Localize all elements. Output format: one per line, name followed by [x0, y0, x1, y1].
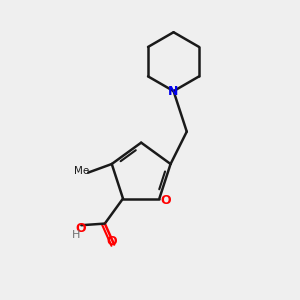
Text: O: O: [160, 194, 171, 206]
Text: O: O: [106, 235, 117, 248]
Text: O: O: [75, 222, 86, 235]
Text: N: N: [168, 85, 179, 98]
Text: Me: Me: [74, 166, 89, 176]
Text: H: H: [72, 230, 80, 240]
